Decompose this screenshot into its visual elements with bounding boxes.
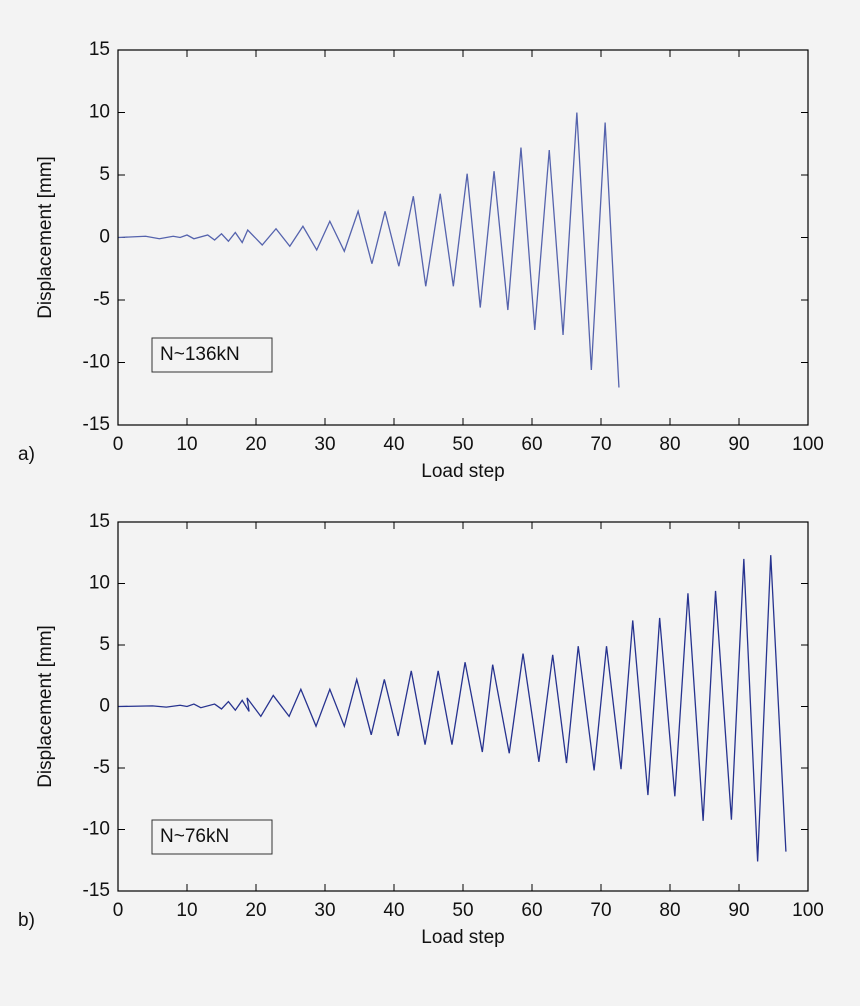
x-tick-label: 0 [113,434,124,455]
x-tick-label: 70 [590,900,611,921]
x-tick-label: 50 [452,434,473,455]
x-tick-label: 0 [113,900,124,921]
x-tick-label: 100 [792,900,824,921]
y-tick-label: -10 [83,352,110,373]
x-tick-label: 90 [728,434,749,455]
panel-label: a) [18,444,35,465]
y-tick-label: 10 [89,573,110,594]
data-line [117,112,620,388]
x-tick-label: 10 [176,434,197,455]
y-tick-label: -15 [83,414,110,435]
x-tick-label: 70 [590,434,611,455]
x-tick-label: 60 [521,434,542,455]
y-tick-label: -5 [93,289,110,310]
plot-frame [117,521,809,892]
y-tick-label: 10 [89,102,110,123]
x-tick-label: 40 [383,900,404,921]
y-axis-label: Displacement [mm] [35,156,56,319]
x-tick-label: 10 [176,900,197,921]
y-tick-label: -15 [83,880,110,901]
y-tick-label: 0 [99,696,110,717]
annotation: N~136kN [160,344,240,365]
plot-frame [117,49,809,426]
y-tick-label: 15 [89,511,110,532]
x-tick-label: 100 [792,434,824,455]
annotation-box [151,337,273,373]
y-tick-label: 0 [99,227,110,248]
y-tick-label: 5 [99,634,110,655]
y-tick-label: -5 [93,757,110,778]
x-tick-label: 60 [521,900,542,921]
x-tick-label: 80 [659,900,680,921]
y-tick-label: -10 [83,819,110,840]
x-tick-label: 40 [383,434,404,455]
annotation-box [151,819,273,855]
x-axis-label: Load step [421,461,504,482]
x-tick-label: 20 [245,434,266,455]
y-tick-label: 15 [89,39,110,60]
x-tick-label: 30 [314,434,335,455]
x-axis-label: Load step [421,927,504,948]
x-tick-label: 90 [728,900,749,921]
x-tick-label: 50 [452,900,473,921]
y-tick-label: 5 [99,164,110,185]
x-tick-label: 30 [314,900,335,921]
y-axis-label: Displacement [mm] [35,625,56,788]
panel-label: b) [18,910,35,931]
annotation: N~76kN [160,826,229,847]
x-tick-label: 20 [245,900,266,921]
data-line [117,555,787,862]
x-tick-label: 80 [659,434,680,455]
